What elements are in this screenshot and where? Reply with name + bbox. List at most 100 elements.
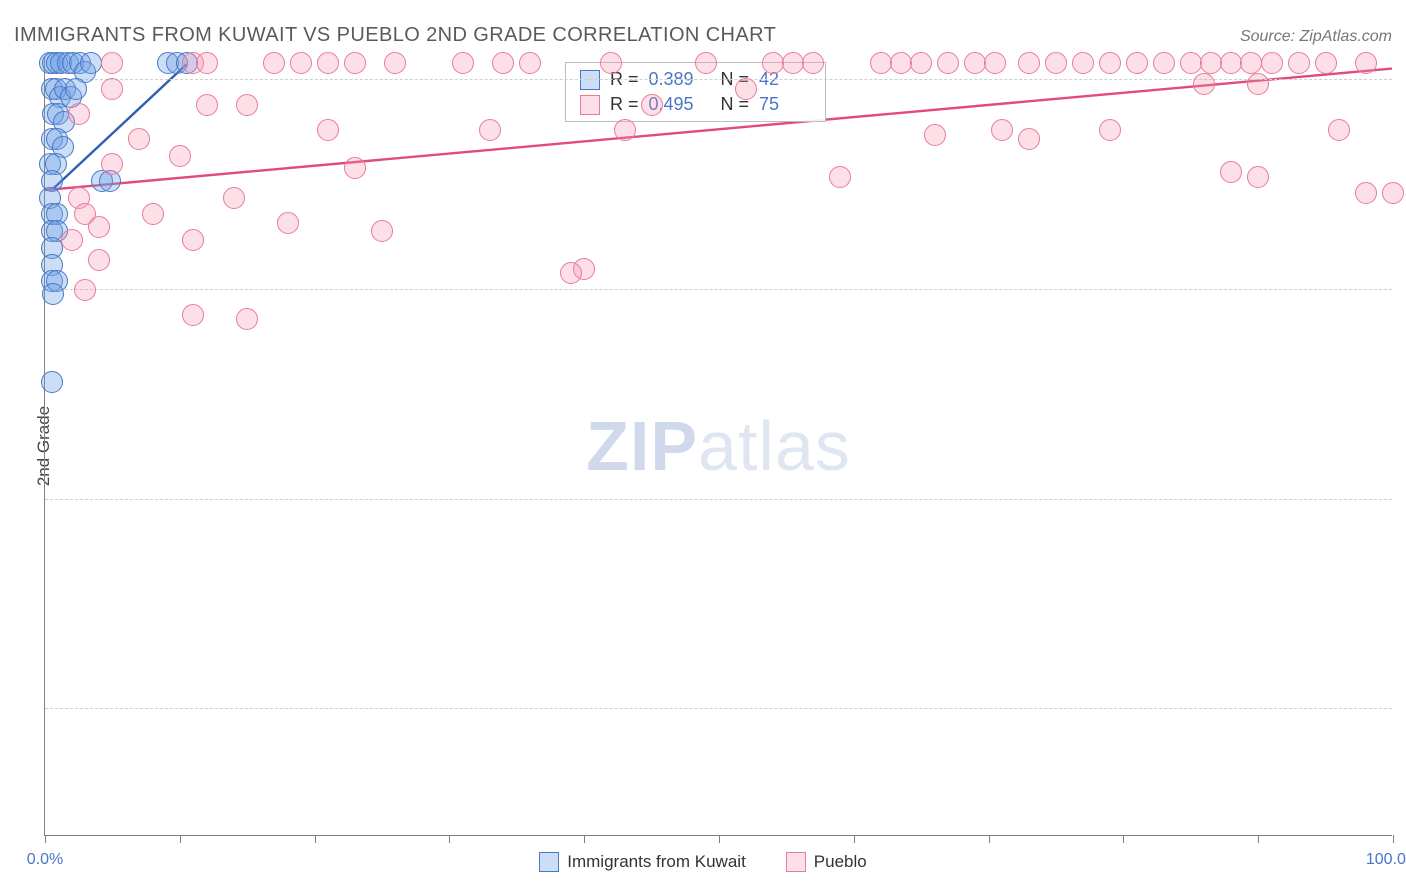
legend-label: Pueblo xyxy=(814,852,867,872)
scatter-point xyxy=(870,52,892,74)
scatter-point xyxy=(182,304,204,326)
scatter-point xyxy=(384,52,406,74)
gridline xyxy=(45,79,1392,80)
scatter-point xyxy=(1328,119,1350,141)
scatter-point xyxy=(1382,182,1404,204)
x-tick xyxy=(180,835,181,843)
scatter-point xyxy=(277,212,299,234)
scatter-point xyxy=(263,52,285,74)
scatter-point xyxy=(236,94,258,116)
scatter-point xyxy=(196,94,218,116)
x-tick xyxy=(1258,835,1259,843)
x-tick xyxy=(989,835,990,843)
scatter-point xyxy=(41,371,63,393)
x-tick xyxy=(719,835,720,843)
scatter-point xyxy=(344,157,366,179)
scatter-point xyxy=(1200,52,1222,74)
scatter-point xyxy=(101,52,123,74)
scatter-point xyxy=(61,229,83,251)
scatter-point xyxy=(101,78,123,100)
scatter-point xyxy=(762,52,784,74)
scatter-point xyxy=(42,283,64,305)
x-tick xyxy=(584,835,585,843)
scatter-point xyxy=(169,145,191,167)
plot-area: ZIPatlas R =0.389N =42R =0.495N =75 92.5… xyxy=(44,56,1392,836)
legend-swatch xyxy=(580,95,600,115)
scatter-point xyxy=(802,52,824,74)
scatter-point xyxy=(317,52,339,74)
scatter-point xyxy=(236,308,258,330)
scatter-point xyxy=(1099,119,1121,141)
scatter-point xyxy=(991,119,1013,141)
scatter-point xyxy=(223,187,245,209)
scatter-point xyxy=(1355,52,1377,74)
gridline xyxy=(45,708,1392,709)
scatter-point xyxy=(519,52,541,74)
x-tick xyxy=(1393,835,1394,843)
scatter-point xyxy=(142,203,164,225)
scatter-point xyxy=(1099,52,1121,74)
scatter-point xyxy=(829,166,851,188)
scatter-point xyxy=(88,249,110,271)
scatter-point xyxy=(88,216,110,238)
x-tick xyxy=(449,835,450,843)
scatter-point xyxy=(182,229,204,251)
scatter-point xyxy=(1247,73,1269,95)
x-tick xyxy=(1123,835,1124,843)
source-label: Source: ZipAtlas.com xyxy=(1240,28,1392,46)
scatter-point xyxy=(1355,182,1377,204)
scatter-point xyxy=(68,103,90,125)
scatter-point xyxy=(1180,52,1202,74)
scatter-point xyxy=(290,52,312,74)
scatter-point xyxy=(1220,161,1242,183)
legend-item: Pueblo xyxy=(786,852,867,872)
scatter-point xyxy=(1315,52,1337,74)
scatter-point xyxy=(1045,52,1067,74)
bottom-legend: Immigrants from Kuwait Pueblo xyxy=(0,852,1406,872)
scatter-point xyxy=(317,119,339,141)
scatter-point xyxy=(371,220,393,242)
scatter-point xyxy=(65,78,87,100)
scatter-point xyxy=(937,52,959,74)
legend-item: Immigrants from Kuwait xyxy=(539,852,746,872)
scatter-point xyxy=(1247,166,1269,188)
x-tick xyxy=(854,835,855,843)
legend-swatch xyxy=(786,852,806,872)
scatter-point xyxy=(1261,52,1283,74)
scatter-point xyxy=(924,124,946,146)
chart-title: IMMIGRANTS FROM KUWAIT VS PUEBLO 2ND GRA… xyxy=(14,24,776,47)
x-tick xyxy=(315,835,316,843)
scatter-point xyxy=(101,153,123,175)
scatter-point xyxy=(196,52,218,74)
watermark: ZIPatlas xyxy=(586,406,851,486)
scatter-point xyxy=(1153,52,1175,74)
scatter-point xyxy=(964,52,986,74)
scatter-point xyxy=(1018,128,1040,150)
scatter-point xyxy=(1018,52,1040,74)
scatter-point xyxy=(492,52,514,74)
scatter-point xyxy=(890,52,912,74)
scatter-point xyxy=(128,128,150,150)
scatter-point xyxy=(344,52,366,74)
scatter-point xyxy=(641,94,663,116)
legend-r-label: R = xyxy=(610,94,639,115)
scatter-point xyxy=(479,119,501,141)
scatter-point xyxy=(1220,52,1242,74)
x-tick xyxy=(45,835,46,843)
scatter-point xyxy=(984,52,1006,74)
scatter-point xyxy=(452,52,474,74)
scatter-point xyxy=(600,52,622,74)
scatter-point xyxy=(1072,52,1094,74)
gridline xyxy=(45,289,1392,290)
scatter-point xyxy=(910,52,932,74)
scatter-point xyxy=(1288,52,1310,74)
legend-label: Immigrants from Kuwait xyxy=(567,852,746,872)
legend-swatch xyxy=(539,852,559,872)
scatter-point xyxy=(735,78,757,100)
scatter-point xyxy=(695,52,717,74)
scatter-point xyxy=(80,52,102,74)
scatter-point xyxy=(1193,73,1215,95)
legend-n-value: 75 xyxy=(759,94,811,115)
scatter-point xyxy=(74,279,96,301)
scatter-point xyxy=(1126,52,1148,74)
